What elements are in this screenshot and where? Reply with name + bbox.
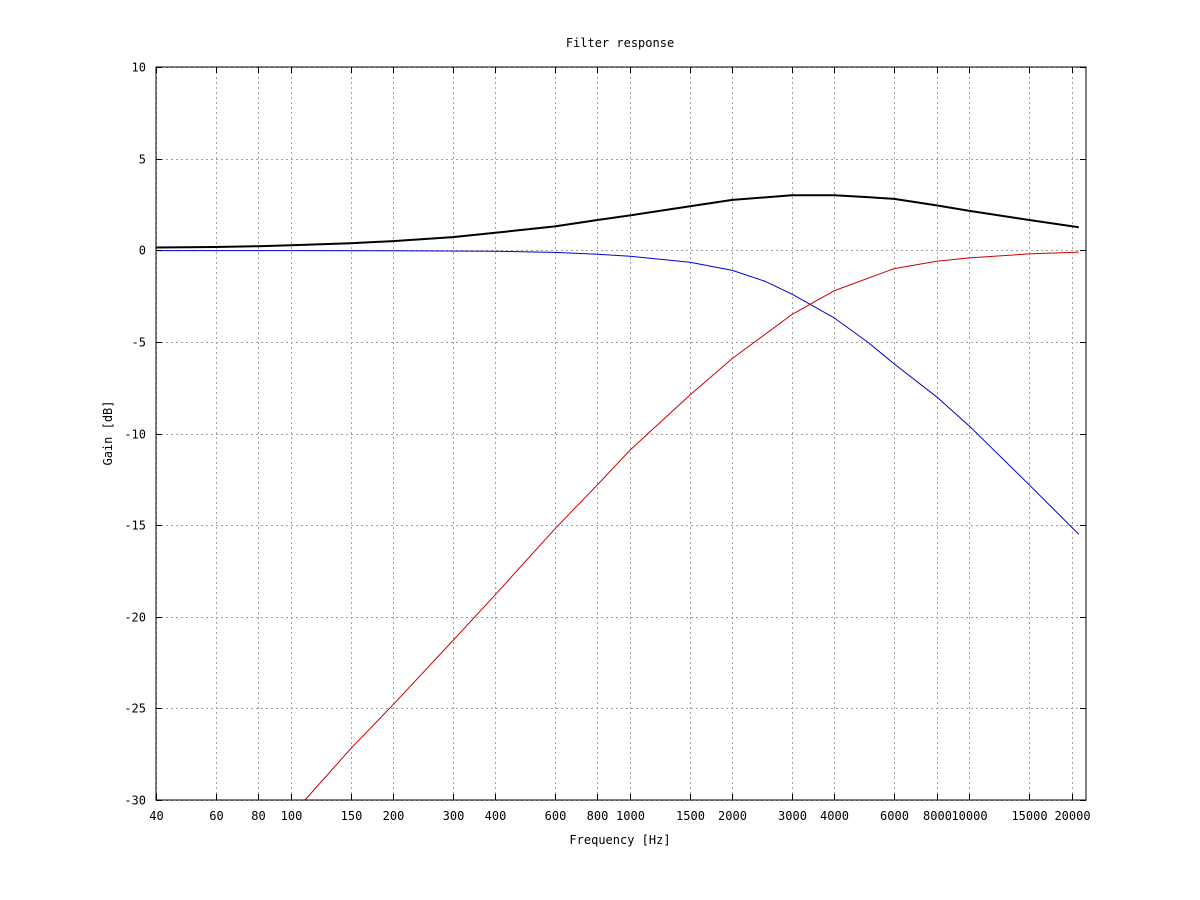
x-tick-labels: 40 60 80 100 150 200 300 400 600 800 1000 1500 2000 3…: [149, 809, 1090, 823]
series-line-2: [156, 250, 1080, 535]
x-tick-label: 6000: [880, 809, 909, 823]
x-tick-label: 200: [383, 809, 405, 823]
x-tick-label: 10000: [951, 809, 987, 823]
y-tick-label: 0: [139, 244, 146, 258]
y-tick-label: -20: [124, 611, 146, 625]
x-tick-label: 15000: [1011, 809, 1047, 823]
x-tick-label: 1000: [616, 809, 645, 823]
x-tick-label: 2000: [718, 809, 747, 823]
x-tick-label: 4000: [820, 809, 849, 823]
y-axis-label: Gain [dB]: [101, 400, 115, 465]
y-tick-label: -30: [124, 794, 146, 808]
chart-title: Filter response: [566, 36, 674, 50]
x-tick-label: 100: [281, 809, 303, 823]
x-tick-label: 3000: [778, 809, 807, 823]
y-tick-label: -10: [124, 428, 146, 442]
plot-frame: [155, 66, 1087, 801]
axis-ticks: [156, 67, 1086, 801]
x-tick-label: 600: [545, 809, 567, 823]
x-tick-label: 40: [149, 809, 163, 823]
series-line-3: [304, 251, 1079, 801]
x-tick-label: 400: [485, 809, 507, 823]
series-line-1: [155, 194, 1079, 249]
x-tick-label: 300: [443, 809, 465, 823]
series-lines: [155, 194, 1080, 801]
x-tick-label: 80: [251, 809, 265, 823]
x-tick-label: 60: [209, 809, 223, 823]
x-tick-label: 8000: [923, 809, 952, 823]
x-axis-label: Frequency [Hz]: [569, 833, 670, 847]
y-tick-label: 10: [132, 61, 146, 75]
x-tick-label: 150: [341, 809, 363, 823]
y-tick-label: -15: [124, 519, 146, 533]
y-tick-label: -5: [132, 336, 146, 350]
y-tick-label: -25: [124, 702, 146, 716]
y-tick-labels: 10 5 0 -5 -10 -15 -20 -25 -30: [124, 61, 146, 808]
y-tick-label: 5: [139, 153, 146, 167]
x-tick-label: 800: [587, 809, 609, 823]
x-tick-label: 1500: [676, 809, 705, 823]
x-tick-label: 20000: [1054, 809, 1090, 823]
